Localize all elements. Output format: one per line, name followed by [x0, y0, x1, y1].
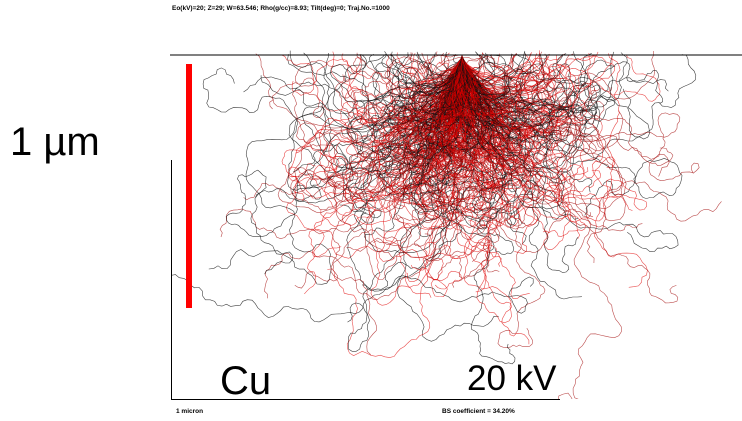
trajectory [202, 55, 463, 191]
trajectory [330, 55, 476, 355]
trajectory [444, 55, 471, 144]
trajectory [440, 55, 482, 163]
trajectory [260, 55, 463, 103]
trajectory [288, 55, 466, 199]
scale-label: 1 µm [10, 120, 100, 164]
trajectory [421, 55, 549, 156]
parameters-text: Eo(kV)=20; Z=29; W=63.546; Rho(g/cc)=8.9… [172, 5, 390, 12]
trajectory [396, 52, 463, 83]
trajectories [172, 50, 722, 399]
trajectory [455, 55, 567, 184]
trajectory [225, 55, 463, 238]
trajectory [461, 55, 593, 211]
trajectory [415, 55, 493, 208]
trajectory [328, 54, 465, 179]
trajectory [219, 55, 474, 240]
trajectory [292, 55, 463, 173]
trajectory [451, 54, 538, 124]
trajectory [436, 55, 506, 193]
trajectory [461, 50, 656, 100]
trajectory [290, 55, 463, 210]
trajectory [453, 55, 589, 181]
trajectory [281, 55, 463, 178]
trajectory [461, 55, 616, 90]
trajectory [461, 55, 633, 211]
voltage-label: 20 kV [467, 359, 557, 398]
trajectory [454, 55, 540, 119]
trajectory [366, 55, 463, 306]
trajectory [452, 55, 566, 203]
trajectory [372, 55, 468, 145]
trajectory [461, 55, 600, 160]
footer-scale: 1 micron [176, 408, 203, 415]
trajectory [433, 55, 529, 177]
trajectory [450, 54, 481, 97]
trajectory [392, 55, 482, 162]
trajectory [413, 55, 472, 163]
trajectory [355, 55, 520, 228]
trajectory [461, 55, 567, 150]
scale-bar [186, 64, 192, 308]
trajectory [349, 55, 466, 258]
trajectory [442, 53, 570, 190]
trajectory [461, 55, 572, 210]
trajectory [407, 54, 463, 77]
trajectory [459, 55, 582, 300]
trajectory [451, 55, 563, 176]
trajectory [304, 55, 466, 295]
trajectory [447, 55, 539, 173]
trajectory [461, 55, 597, 154]
trajectory [461, 55, 593, 193]
trajectory [336, 55, 463, 196]
trajectory [388, 55, 484, 221]
trajectory [456, 55, 513, 147]
trajectory [445, 55, 624, 151]
trajectory [461, 54, 613, 190]
trajectory [461, 53, 531, 79]
trajectory [414, 54, 517, 127]
trajectory [208, 55, 463, 285]
trajectory [407, 52, 463, 131]
trajectory [277, 55, 466, 260]
trajectory [460, 55, 700, 182]
trajectory [327, 53, 463, 131]
element-label: Cu [220, 359, 271, 403]
trajectory [461, 53, 517, 78]
trajectory [458, 55, 648, 211]
footer-bs: BS coefficient = 34.20% [442, 408, 515, 415]
trajectory [461, 54, 598, 92]
trajectory [430, 55, 516, 365]
trajectory [422, 55, 490, 290]
